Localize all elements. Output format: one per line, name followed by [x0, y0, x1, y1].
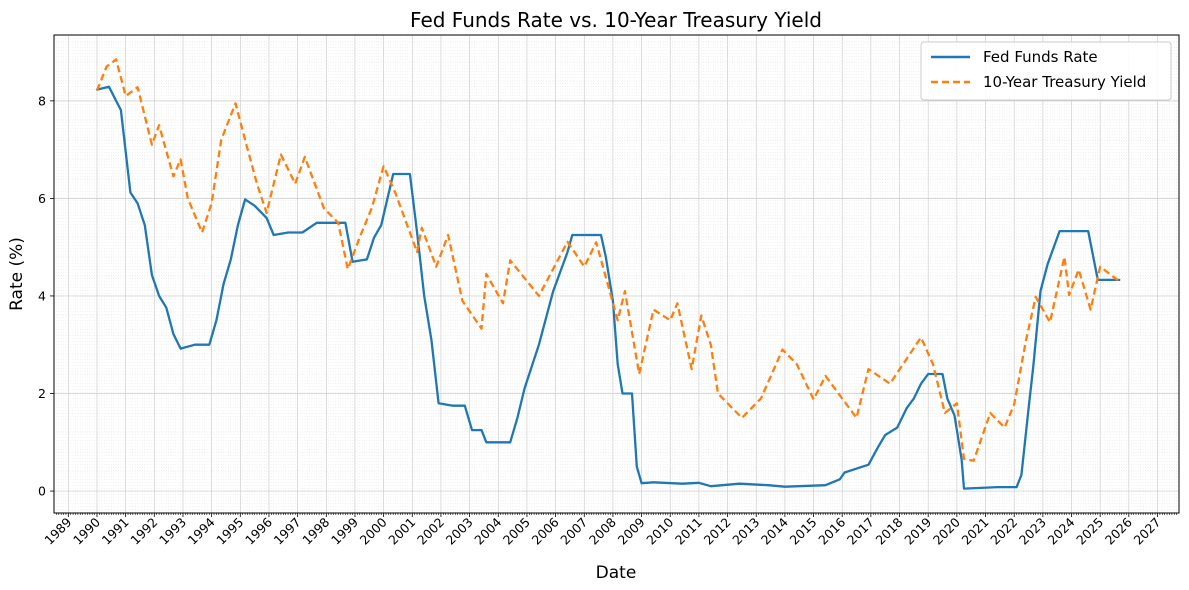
x-tick-label: 2016 — [815, 514, 848, 547]
x-tick-label: 1999 — [328, 514, 361, 547]
x-tick-label: 2020 — [930, 514, 963, 547]
legend: Fed Funds Rate 10-Year Treasury Yield — [920, 41, 1172, 101]
treasury-yield-line — [95, 58, 1120, 462]
x-axis: 1989199019911992199319941995199619971998… — [41, 513, 1177, 548]
x-tick-label: 1995 — [213, 515, 246, 548]
y-tick-label: 0 — [38, 484, 46, 499]
x-tick-label: 1992 — [127, 515, 160, 548]
x-tick-label: 2000 — [357, 514, 390, 547]
x-tick-label: 2006 — [529, 514, 562, 547]
x-tick-label: 2009 — [615, 514, 648, 547]
x-tick-label: 2021 — [959, 515, 992, 548]
fed-funds-rate-line — [95, 85, 1121, 490]
x-tick-label: 1997 — [271, 515, 304, 548]
x-tick-label: 1990 — [70, 514, 103, 547]
x-tick-label: 2025 — [1073, 515, 1106, 548]
plot-area — [54, 35, 1179, 513]
x-tick-label: 2007 — [557, 515, 590, 548]
y-tick-label: 8 — [38, 93, 46, 108]
x-tick-label: 2004 — [471, 514, 504, 547]
x-tick-label: 2013 — [729, 515, 762, 548]
series-layer — [95, 58, 1121, 490]
x-tick-label: 2019 — [901, 514, 934, 547]
x-tick-label: 1998 — [299, 514, 332, 547]
x-tick-label: 2017 — [844, 515, 877, 548]
legend-label-treasury: 10-Year Treasury Yield — [983, 73, 1146, 91]
x-tick-label: 2003 — [443, 515, 476, 548]
x-tick-label: 1989 — [41, 514, 74, 547]
plot-frame — [53, 34, 1180, 514]
x-tick-label: 2008 — [586, 514, 619, 547]
legend-label-fed-funds: Fed Funds Rate — [983, 48, 1098, 66]
x-tick-label: 1993 — [156, 515, 189, 548]
y-tick-label: 4 — [38, 288, 46, 303]
x-tick-label: 2023 — [1016, 515, 1049, 548]
x-tick-label: 2001 — [385, 515, 418, 548]
x-tick-label: 2002 — [414, 515, 447, 548]
x-tick-label: 2024 — [1045, 514, 1078, 547]
y-axis-label: Rate (%) — [7, 237, 27, 311]
legend-frame — [920, 41, 1172, 101]
x-tick-label: 2027 — [1131, 515, 1164, 548]
x-tick-label: 1996 — [242, 514, 275, 547]
x-axis-label: Date — [596, 563, 637, 583]
x-tick-label: 2022 — [987, 515, 1020, 548]
x-tick-label: 2015 — [787, 515, 820, 548]
x-tick-label: 1991 — [99, 515, 132, 548]
major-grid — [54, 35, 1179, 513]
chart-title: Fed Funds Rate vs. 10-Year Treasury Yiel… — [410, 8, 822, 32]
y-tick-label: 6 — [38, 191, 46, 206]
x-tick-label: 2018 — [873, 514, 906, 547]
x-tick-label: 1994 — [185, 514, 218, 547]
y-tick-label: 2 — [38, 386, 46, 401]
x-tick-label: 2014 — [758, 514, 791, 547]
x-tick-label: 2012 — [701, 515, 734, 548]
x-tick-label: 2011 — [672, 515, 705, 548]
y-axis: 0 2 4 6 8 — [38, 93, 54, 499]
x-tick-label: 2026 — [1102, 514, 1135, 547]
x-tick-label: 2010 — [643, 514, 676, 547]
x-tick-label: 2005 — [500, 515, 533, 548]
